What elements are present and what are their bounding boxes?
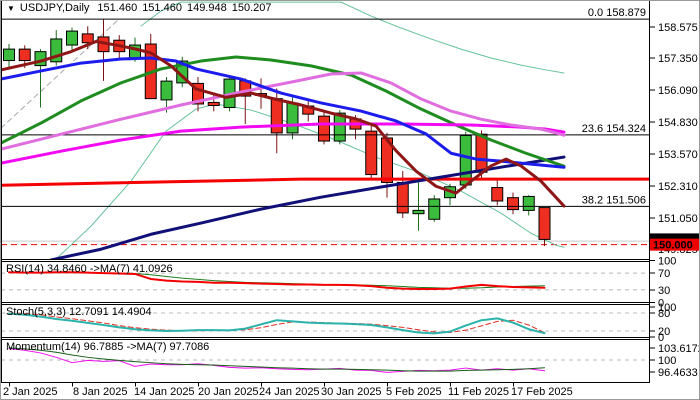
candle-bearish (507, 197, 519, 211)
ohlc-open: 151.460 (97, 2, 138, 14)
stochastic-pane[interactable] (1, 312, 649, 335)
price-axis-tick: 152.310 (658, 181, 698, 193)
stoch-axis-tick: 20 (658, 326, 670, 338)
rsi-main-line (8, 271, 546, 291)
stoch-axis-tick: 100 (658, 302, 676, 314)
rsi-label: RSI(14) 34.8460 ->MA(7) 41.0926 (6, 263, 173, 275)
candle-bullish (428, 198, 441, 220)
candle-bearish (318, 115, 330, 142)
stochastic-label: Stoch(5,3,3) 12.7091 14.4904 (6, 306, 152, 318)
momentum-axis-tick: 96.4633 (658, 367, 698, 379)
candle-bearish (18, 48, 31, 62)
candle-bullish (333, 112, 346, 142)
candle-bearish (81, 33, 94, 44)
candle-bearish (538, 207, 551, 240)
fib-trendline-dashed[interactable] (1, 18, 120, 129)
candle-bearish (365, 130, 378, 176)
rsi-axis-tick: 70 (658, 268, 670, 280)
price-axis-tick: 157.350 (658, 53, 698, 65)
momentum-ma-line (8, 347, 545, 372)
date-label: 20 Jan 2025 (198, 386, 259, 398)
band-lower-thin (55, 103, 565, 260)
price-axis-tick: 156.090 (658, 85, 698, 97)
ma-violet-line (1, 71, 566, 151)
momentum-axis-tick: 103.6172 (658, 343, 700, 355)
candle-bullish (412, 209, 425, 215)
candle-bearish (207, 101, 220, 106)
stoch-signal-line (8, 312, 545, 334)
date-label: 17 Feb 2025 (511, 386, 573, 398)
date-label: 24 Jan 2025 (259, 386, 320, 398)
rsi-axis-tick: 30 (658, 285, 670, 297)
fib-level-label: 38.2 151.506 (582, 194, 646, 206)
rsi-pane[interactable] (1, 271, 649, 291)
momentum-pane[interactable] (1, 347, 649, 373)
candle-bearish (491, 187, 504, 202)
time-axis[interactable]: 2 Jan 2025 8 Jan 2025 14 Jan 2025 20 Jan 20… (3, 382, 573, 399)
candle-bullish (50, 38, 63, 63)
rsi-axis-tick: 100 (658, 256, 676, 268)
candle-bearish (192, 82, 204, 105)
chart-header: ▼ USDJPY,Daily 151.460 151.460 149.948 150.20… (7, 2, 276, 15)
price-axis-tick: 158.575 (658, 22, 698, 34)
candle-bullish (160, 80, 173, 101)
band-upper-thin (140, 1, 565, 74)
candle-bullish (459, 134, 472, 186)
candles (3, 19, 551, 246)
candle-bearish (475, 133, 488, 173)
date-label: 2 Jan 2025 (3, 386, 57, 398)
price-pane[interactable] (1, 1, 649, 260)
stoch-axis-tick: 0 (658, 332, 664, 344)
line-price-box-label: 150.000 (653, 240, 693, 252)
ma-navy-line (49, 155, 566, 260)
price-axis-tick: 153.570 (658, 149, 698, 161)
ohlc-low: 149.948 (186, 2, 227, 14)
candle-bullish (286, 102, 299, 134)
momentum-axis-tick: 100 (658, 355, 676, 367)
candle-bullish (522, 195, 535, 211)
candle-bearish (270, 98, 283, 134)
pane-borders (1, 1, 650, 383)
momentum-label: Momentum(14) 96.7885 ->MA(7) 97.7086 (6, 341, 209, 353)
candle-bullish (3, 48, 15, 62)
price-axis-tick: 154.830 (658, 117, 698, 129)
symbol-period-label: USDJPY,Daily (19, 2, 90, 14)
date-label: 5 Feb 2025 (386, 386, 442, 398)
date-label: 30 Jan 2025 (321, 386, 382, 398)
momentum-main-line (8, 348, 545, 373)
date-label: 11 Feb 2025 (448, 386, 509, 398)
stoch-axis-tick: 80 (658, 308, 670, 320)
fib-level-label: 23.6 154.324 (582, 123, 646, 135)
fib-level-label: 0.0 158.879 (588, 7, 646, 19)
rsi-axis-tick: 0 (658, 298, 664, 310)
red-horizontal-line[interactable] (1, 177, 649, 187)
ma-green-line (1, 55, 566, 168)
candle-bullish (66, 30, 78, 46)
ma-fast-darkred-line (1, 39, 566, 208)
line-price-box (650, 238, 699, 251)
candle-bearish (396, 181, 409, 214)
ma-blue-line (1, 56, 566, 169)
ohlc-high: 151.460 (142, 2, 182, 14)
date-label: 14 Jan 2025 (134, 386, 195, 398)
price-axis-tick: 151.050 (658, 213, 698, 225)
ohlc-close: 150.207 (231, 2, 272, 14)
stoch-main-line (8, 312, 546, 335)
symbol-dropdown-icon[interactable]: ▼ (7, 4, 15, 13)
price-axis[interactable]: 158.575 157.350 156.090 154.830 153.570 152.3… (650, 22, 700, 379)
date-label: 8 Jan 2025 (73, 386, 127, 398)
